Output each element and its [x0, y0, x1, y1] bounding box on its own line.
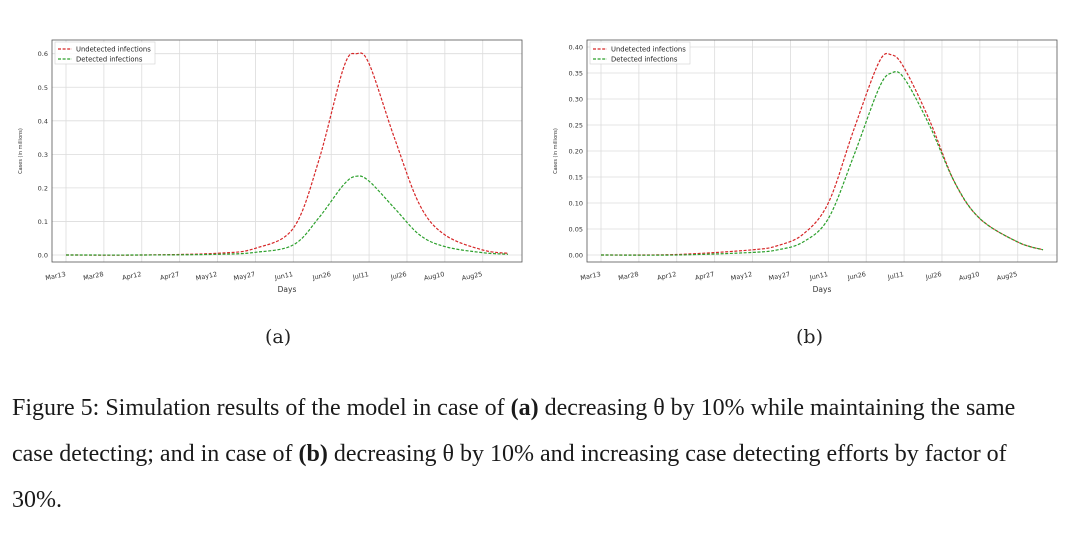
x-tick-label: Jun26 [311, 270, 332, 282]
figure-caption: Figure 5: Simulation results of the mode… [12, 385, 1062, 523]
panel-label-b: (b) [796, 326, 823, 348]
x-tick-label: Aug25 [996, 270, 1018, 282]
x-tick-label: Mar13 [580, 270, 602, 282]
series-line-undetected [600, 52, 1044, 256]
x-axis-label: Days [813, 285, 832, 294]
x-tick-label: May27 [233, 270, 256, 282]
y-tick-label: 0.00 [569, 252, 583, 260]
x-tick-label: Aug10 [958, 270, 980, 282]
x-tick-label: Jul26 [924, 270, 942, 281]
legend-label: Undetected infections [76, 45, 151, 53]
y-tick-label: 0.5 [38, 84, 48, 92]
x-tick-label: Jun11 [808, 270, 829, 282]
y-tick-label: 0.10 [569, 200, 583, 208]
legend-box [589, 41, 691, 65]
chart-b: 0.00 0.05 0.10 0.15 0.20 0.25 0.30 0.35 0.40 Mar1… [553, 39, 1058, 294]
series-line-detected [65, 175, 509, 256]
y-tick-label: 0.4 [38, 117, 48, 125]
x-tick-label: Jun26 [846, 270, 867, 282]
x-tick-label: Mar28 [83, 270, 105, 282]
y-tick-label: 0.0 [38, 252, 48, 260]
x-tick-label: Jun11 [273, 270, 294, 282]
x-tick-label: Mar28 [618, 270, 640, 282]
figure-panel-b: 0.00 0.05 0.10 0.15 0.20 0.25 0.30 0.35 0.40 Mar1… [545, 30, 1065, 330]
x-tick-label: May12 [195, 270, 218, 282]
y-tick-label: 0.3 [38, 151, 48, 159]
legend-label: Undetected infections [611, 45, 686, 53]
panel-label-a: (a) [265, 326, 292, 348]
plot-frame [586, 39, 1058, 263]
caption-a-label: (a) [510, 395, 539, 421]
chart-a: 0.0 0.1 0.2 0.3 0.4 0.5 0.6 Mar13 Mar28 Apr12 Apr2… [18, 39, 523, 294]
x-tick-label: Apr12 [121, 270, 142, 282]
caption-part3: decreasing θ by 10% and increasing case … [12, 441, 1007, 513]
x-tick-label: Jul11 [351, 270, 369, 281]
legend-box [54, 41, 156, 65]
y-axis-label: Cases (in millions) [553, 128, 559, 174]
y-axis-label: Cases (in millions) [18, 128, 24, 174]
x-tick-label: May12 [730, 270, 753, 282]
legend-label: Detected infections [611, 55, 678, 63]
x-tick-label: Aug25 [461, 270, 483, 282]
caption-part1: Figure 5: Simulation results of the mode… [12, 395, 511, 421]
y-tick-label: 0.40 [569, 44, 583, 52]
caption-part2: decreasing θ by 10% while maintaining th… [12, 395, 1016, 467]
x-tick-label: Mar13 [45, 270, 67, 282]
y-tick-label: 0.30 [569, 96, 583, 104]
y-tick-label: 0.25 [569, 122, 583, 130]
x-tick-label: Jul26 [389, 270, 407, 281]
y-tick-label: 0.15 [569, 174, 583, 182]
y-tick-label: 0.6 [38, 50, 48, 58]
plot-frame [51, 39, 523, 263]
y-tick-label: 0.20 [569, 148, 583, 156]
series-line-undetected [65, 52, 509, 256]
x-tick-label: Apr27 [694, 270, 715, 282]
y-tick-label: 0.05 [569, 226, 583, 234]
x-tick-label: May27 [768, 270, 791, 282]
y-tick-label: 0.2 [38, 184, 48, 192]
x-tick-label: Apr12 [656, 270, 677, 282]
series-line-detected [600, 71, 1044, 256]
x-tick-label: Aug10 [423, 270, 445, 282]
figure-panel-a: 0.0 0.1 0.2 0.3 0.4 0.5 0.6 Mar13 Mar28 Apr12 Apr2… [10, 30, 530, 330]
legend-label: Detected infections [76, 55, 143, 63]
x-tick-label: Jul11 [886, 270, 904, 281]
x-tick-label: Apr27 [159, 270, 180, 282]
y-tick-label: 0.1 [38, 218, 48, 226]
x-axis-label: Days [278, 285, 297, 294]
caption-b-label: (b) [298, 441, 328, 467]
y-tick-label: 0.35 [569, 70, 583, 78]
